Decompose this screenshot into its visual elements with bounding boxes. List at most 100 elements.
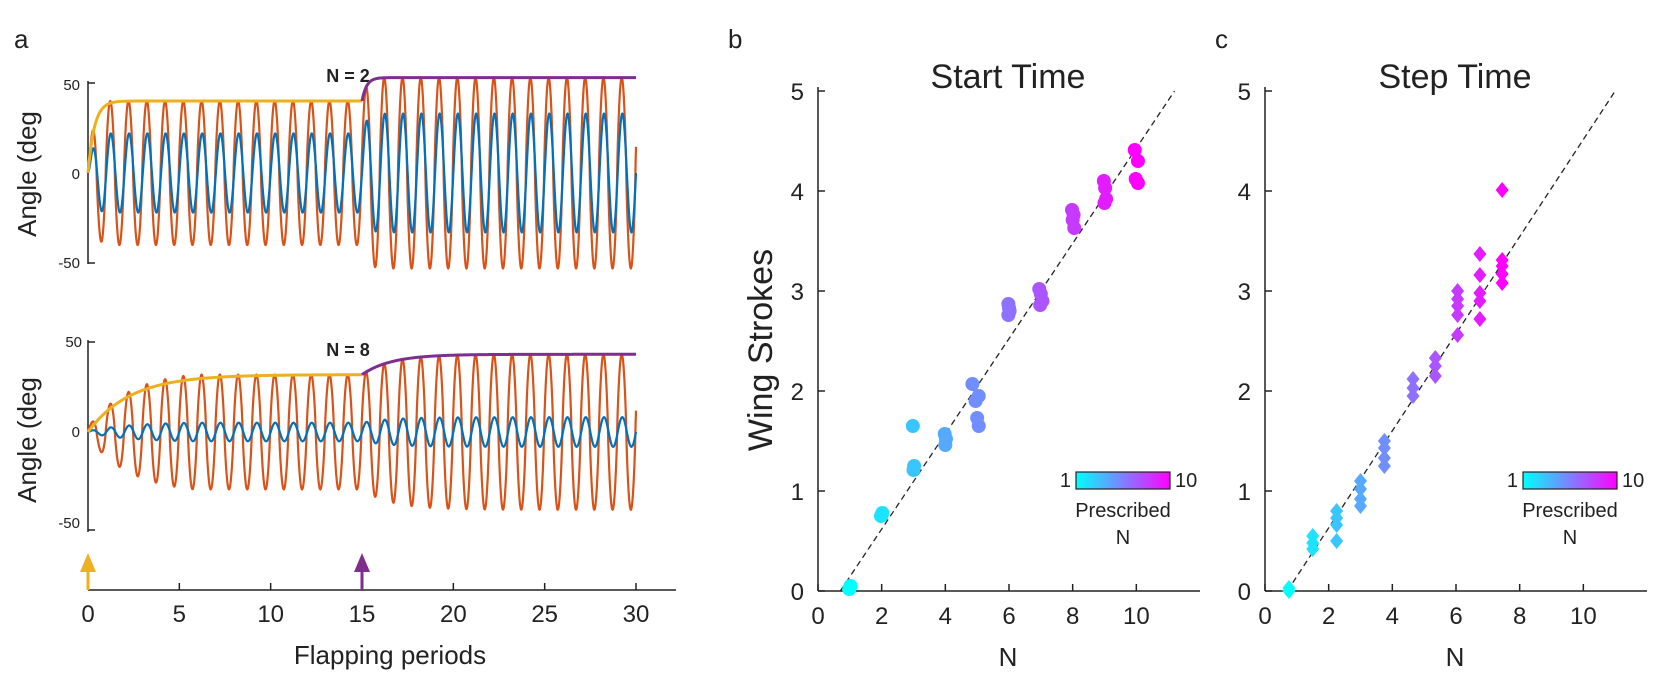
y-axis-label: Angle (deg bbox=[12, 377, 42, 503]
y-tick-label: -50 bbox=[58, 255, 80, 272]
data-point bbox=[1428, 358, 1442, 374]
data-point bbox=[1098, 181, 1113, 195]
data-point bbox=[1377, 458, 1391, 474]
x-tick-label: 10 bbox=[1123, 603, 1150, 630]
x-tick-label: 6 bbox=[1002, 603, 1015, 630]
x-tick-label: 2 bbox=[1322, 603, 1335, 630]
colorbar bbox=[1522, 471, 1618, 490]
data-point bbox=[1451, 298, 1465, 314]
colorbar bbox=[1075, 471, 1171, 490]
data-point bbox=[1428, 368, 1442, 384]
x-tick-label: 0 bbox=[811, 603, 824, 630]
data-point bbox=[1451, 307, 1465, 323]
colorbar-min-label: 1 bbox=[1507, 470, 1518, 492]
start-arrow-head bbox=[80, 553, 96, 572]
data-point bbox=[971, 389, 986, 403]
data-point bbox=[1330, 533, 1344, 549]
colorbar-label-n: N bbox=[1116, 527, 1130, 549]
data-point bbox=[1473, 246, 1487, 262]
panel-label-b: b bbox=[728, 24, 742, 54]
x-tick-label: 8 bbox=[1066, 603, 1079, 630]
y-tick-label: 2 bbox=[791, 379, 804, 406]
data-point bbox=[1306, 541, 1320, 557]
y-tick-label: 0 bbox=[791, 579, 804, 606]
x-tick-label: 2 bbox=[875, 603, 888, 630]
data-point bbox=[938, 438, 953, 452]
y-tick-label: 1 bbox=[791, 479, 804, 506]
wing-angle-orange-line bbox=[86, 76, 638, 270]
data-point bbox=[1033, 298, 1048, 312]
data-point bbox=[1067, 221, 1082, 235]
y-tick-label: 5 bbox=[1238, 79, 1251, 106]
data-point bbox=[1473, 293, 1487, 309]
y-tick-label: 0 bbox=[1238, 579, 1251, 606]
data-point bbox=[1002, 301, 1016, 315]
y-tick-label: 4 bbox=[1238, 179, 1251, 206]
wing-angle-orange-line bbox=[87, 353, 638, 511]
y-tick-label: 50 bbox=[65, 334, 82, 351]
data-point bbox=[874, 508, 889, 522]
data-point bbox=[1377, 440, 1391, 456]
data-point bbox=[1097, 196, 1112, 210]
data-point bbox=[1130, 176, 1145, 190]
chart-title: Start Time bbox=[931, 58, 1086, 96]
colorbar-max-label: 10 bbox=[1622, 470, 1644, 492]
panel-a-bottom-chart: N = 8 Angle (deg 50 0 -50 bbox=[12, 334, 638, 532]
x-tick-label: 25 bbox=[531, 601, 558, 628]
wing-angle-blue-line bbox=[87, 112, 638, 234]
colorbar-max-label: 10 bbox=[1175, 470, 1197, 492]
x-axis-label: Flapping periods bbox=[294, 640, 486, 670]
y-tick-label: 3 bbox=[1238, 279, 1251, 306]
envelope-before-line bbox=[86, 373, 363, 433]
x-tick-label: 10 bbox=[1570, 603, 1597, 630]
y-tick-label: 4 bbox=[791, 179, 804, 206]
y-axis-label: Angle (deg bbox=[12, 111, 42, 237]
data-point bbox=[1451, 327, 1465, 343]
y-tick-label: 0 bbox=[72, 166, 80, 183]
envelope-after-line bbox=[360, 76, 636, 102]
data-point bbox=[842, 581, 857, 595]
data-point bbox=[1130, 154, 1145, 168]
x-tick-label: 0 bbox=[1258, 603, 1271, 630]
data-point bbox=[1495, 275, 1509, 291]
data-point bbox=[1495, 182, 1509, 198]
data-point bbox=[905, 419, 920, 433]
y-tick-label: 5 bbox=[791, 79, 804, 106]
chart-title: N = 2 bbox=[326, 66, 370, 86]
envelope-after-line bbox=[361, 352, 636, 376]
data-point bbox=[965, 377, 980, 391]
data-point bbox=[1354, 481, 1367, 497]
chart-title: N = 8 bbox=[326, 340, 370, 360]
panel-label-a: a bbox=[14, 24, 29, 54]
data-point bbox=[1473, 311, 1487, 327]
colorbar-label: Prescribed bbox=[1522, 500, 1618, 522]
colorbar-label: Prescribed bbox=[1075, 500, 1171, 522]
x-tick-label: 8 bbox=[1513, 603, 1526, 630]
x-tick-label: 10 bbox=[257, 601, 284, 628]
y-axis-label: Wing Strokes bbox=[742, 249, 780, 451]
x-tick-label: 20 bbox=[440, 601, 467, 628]
step-arrow-head bbox=[354, 553, 370, 572]
flapping-periods-axis: 0 5 10 15 20 25 30 Flapping periods bbox=[80, 553, 676, 670]
x-tick-label: 0 bbox=[81, 601, 94, 628]
data-point bbox=[1406, 371, 1420, 387]
y-tick-label: 1 bbox=[1238, 479, 1251, 506]
y-tick-label: -50 bbox=[58, 515, 80, 532]
colorbar-min-label: 1 bbox=[1060, 470, 1071, 492]
x-tick-label: 6 bbox=[1449, 603, 1462, 630]
data-point bbox=[1330, 517, 1344, 533]
x-axis-label: N bbox=[1446, 642, 1465, 672]
data-point bbox=[971, 419, 986, 433]
chart-title: Step Time bbox=[1378, 58, 1531, 96]
x-tick-label: 15 bbox=[349, 601, 376, 628]
panel-label-c: c bbox=[1215, 24, 1228, 54]
x-axis-label: N bbox=[999, 642, 1018, 672]
data-point bbox=[1354, 498, 1367, 514]
wing-angle-blue-line bbox=[87, 416, 638, 448]
data-point bbox=[906, 463, 921, 477]
data-point bbox=[1406, 388, 1420, 404]
x-tick-label: 5 bbox=[173, 601, 186, 628]
x-tick-label: 4 bbox=[1386, 603, 1399, 630]
